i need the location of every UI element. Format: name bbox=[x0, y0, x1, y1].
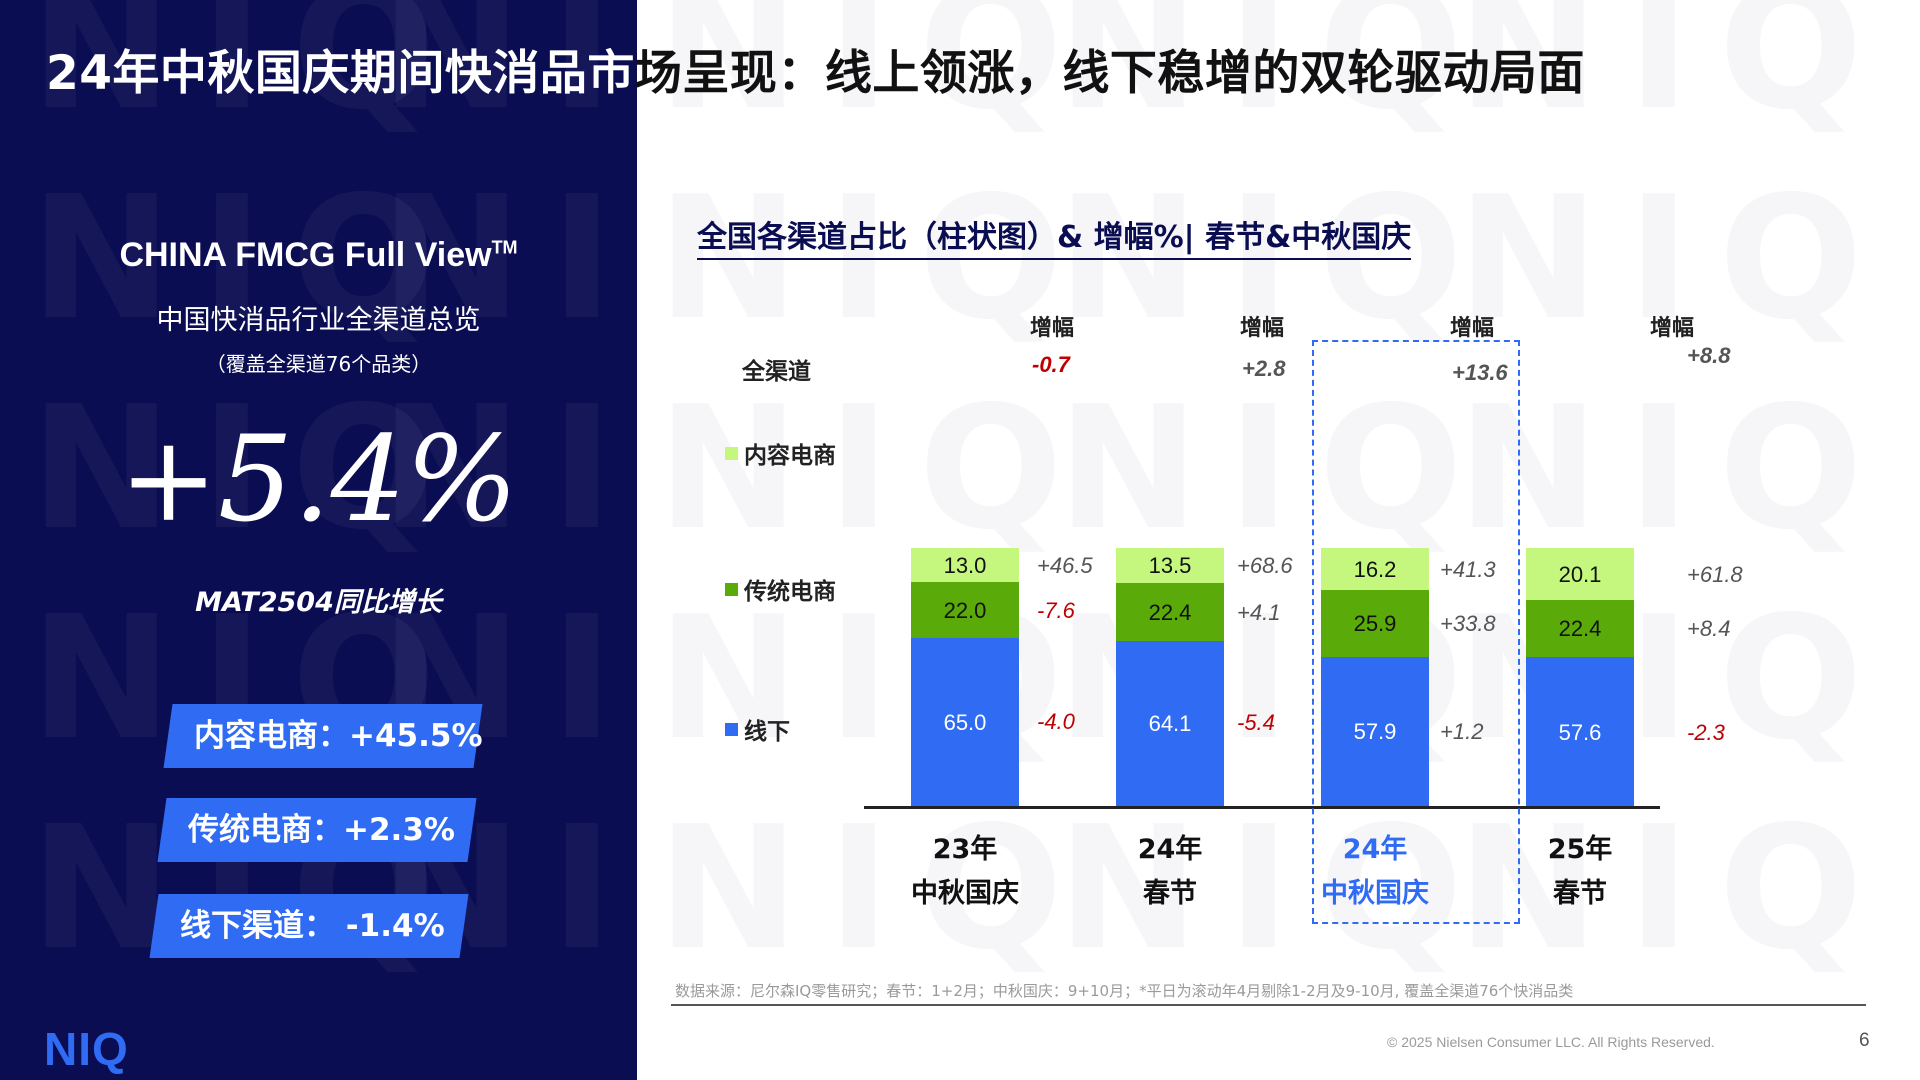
watermark-row: NIQ bbox=[30, 370, 464, 568]
category-period: 春节 bbox=[1553, 878, 1607, 909]
data-label: 25.9 bbox=[1353, 611, 1397, 637]
data-label: 22.4 bbox=[1148, 599, 1192, 625]
left-panel: NIQ NIQ NIQ NIQ NIQ NIQ NIQ NIQ NIQ NIQ … bbox=[0, 0, 637, 1080]
data-label: 65.0 bbox=[943, 710, 987, 736]
headline-growth-label: MAT2504同比增长 bbox=[195, 587, 442, 618]
full-view-note: （覆盖全渠道76个品类） bbox=[205, 352, 432, 376]
growth-label: +61.8 bbox=[1687, 561, 1743, 587]
bar-segment bbox=[911, 638, 1019, 806]
bar-segment bbox=[1116, 582, 1224, 641]
watermark-row: NIQ bbox=[380, 160, 637, 358]
legend-label: 线下 bbox=[744, 719, 790, 745]
bar-segment bbox=[1526, 657, 1634, 806]
legend-label: 内容电商 bbox=[744, 443, 836, 469]
trademark-mark: TM bbox=[491, 237, 518, 258]
headline-growth-value: +5.4% bbox=[119, 410, 518, 548]
total-growth-label: +8.8 bbox=[1687, 343, 1731, 368]
data-label: 22.0 bbox=[943, 597, 987, 623]
growth-header: 增幅 bbox=[1240, 316, 1285, 341]
data-label: 57.6 bbox=[1558, 719, 1602, 745]
bar-segment bbox=[1321, 656, 1429, 806]
slide-title: 24年中秋国庆期间快消品市场呈现：线上领涨，线下稳增的双轮驱动局面 bbox=[46, 34, 1585, 103]
page-number: 6 bbox=[1859, 1030, 1870, 1051]
chart-title: 全国各渠道占比（柱状图）& 增幅%| 春节&中秋国庆 bbox=[697, 212, 1412, 260]
niq-logo: NIQ bbox=[44, 1023, 129, 1075]
total-growth-label: +2.8 bbox=[1242, 356, 1286, 381]
data-label: 13.0 bbox=[943, 552, 987, 578]
channel-tag-content-ecommerce: 内容电商：+45.5% bbox=[163, 704, 483, 768]
watermark-row: NIQ bbox=[30, 0, 464, 148]
growth-label: -2.3 bbox=[1687, 719, 1725, 745]
bar-segment bbox=[911, 581, 1019, 639]
channel-tag-label: 线下渠道： -1.4% bbox=[180, 908, 445, 944]
legend-item: 传统电商 bbox=[725, 572, 836, 606]
growth-header: 增幅 bbox=[1650, 316, 1695, 341]
bar-segment bbox=[1526, 599, 1634, 658]
bar-segment bbox=[1321, 589, 1429, 657]
total-growth-label: -0.7 bbox=[1032, 352, 1070, 377]
category-label: 25年春节 bbox=[1490, 828, 1670, 916]
watermark-row: NIQ bbox=[380, 0, 637, 148]
chart-baseline bbox=[864, 806, 1660, 809]
category-year: 23年 bbox=[932, 834, 998, 865]
slide-title-part1: 24年中秋国庆期间快消品市 bbox=[46, 46, 635, 101]
growth-label: -7.6 bbox=[1037, 597, 1075, 623]
growth-label: +4.1 bbox=[1237, 599, 1281, 625]
copyright: © 2025 Nielsen Consumer LLC. All Rights … bbox=[1387, 1034, 1715, 1050]
category-period: 中秋国庆 bbox=[911, 878, 1019, 909]
growth-header: 增幅 bbox=[1030, 316, 1075, 341]
channel-tag-label: 内容电商：+45.5% bbox=[194, 718, 483, 754]
category-year: 24年 bbox=[1342, 834, 1408, 865]
category-label: 23年中秋国庆 bbox=[875, 828, 1055, 916]
data-label: 22.4 bbox=[1558, 616, 1602, 642]
growth-label: -4.0 bbox=[1037, 708, 1075, 734]
watermark-row: NIQ bbox=[380, 370, 637, 568]
growth-header: 增幅 bbox=[1450, 316, 1495, 341]
category-year: 25年 bbox=[1547, 834, 1613, 865]
channel-tag-label: 传统电商：+2.3% bbox=[188, 812, 455, 848]
legend-item: 内容电商 bbox=[725, 436, 836, 470]
category-period: 中秋国庆 bbox=[1321, 878, 1429, 909]
full-view-title: CHINA FMCG Full ViewTM bbox=[0, 236, 637, 275]
growth-label: +1.2 bbox=[1440, 719, 1484, 745]
data-label: 13.5 bbox=[1148, 553, 1192, 579]
data-label: 57.9 bbox=[1353, 719, 1397, 745]
growth-label: +46.5 bbox=[1037, 552, 1093, 578]
stacked-bar-chart: 全渠道内容电商传统电商线下 65.0 -4.0 22.0 -7.6 13.0 +46.5 -0… bbox=[637, 0, 1920, 1080]
growth-label: -5.4 bbox=[1237, 710, 1275, 736]
slide-title-part2: 场呈现：线上领涨，线下稳增的双轮驱动局面 bbox=[634, 46, 1585, 101]
growth-label: +8.4 bbox=[1687, 616, 1731, 642]
legend-swatch bbox=[725, 582, 738, 596]
full-view-title-text: CHINA FMCG Full View bbox=[119, 236, 492, 274]
legend-swatch bbox=[725, 722, 738, 736]
legend-swatch bbox=[725, 446, 738, 460]
total-growth-label: +13.6 bbox=[1452, 360, 1508, 385]
category-period: 春节 bbox=[1143, 878, 1197, 909]
growth-label: +68.6 bbox=[1237, 553, 1293, 579]
footer-divider bbox=[671, 1004, 1866, 1006]
growth-label: +33.8 bbox=[1440, 611, 1496, 637]
channel-tag-traditional-ecommerce: 传统电商：+2.3% bbox=[157, 798, 477, 862]
legend-item: 线下 bbox=[725, 712, 790, 746]
legend-total: 全渠道 bbox=[742, 359, 811, 385]
channel-tag-offline: 线下渠道： -1.4% bbox=[149, 894, 469, 958]
right-panel: NIQ NIQ NIQ NIQ NIQ NIQ NIQ NIQ NIQ NIQ … bbox=[637, 0, 1920, 1080]
bar-segment bbox=[1526, 547, 1634, 600]
full-view-subtitle: 中国快消品行业全渠道总览 bbox=[156, 305, 481, 336]
category-label: 24年中秋国庆 bbox=[1285, 828, 1465, 916]
data-source-note: 数据来源：尼尔森IQ零售研究；春节：1+2月；中秋国庆：9+10月；*平日为滚动… bbox=[675, 982, 1574, 1000]
bar-segment bbox=[1321, 548, 1429, 590]
highlight-box bbox=[1312, 340, 1520, 924]
growth-label: +41.3 bbox=[1440, 556, 1496, 582]
bar-segment bbox=[911, 548, 1019, 582]
data-label: 20.1 bbox=[1558, 561, 1602, 587]
watermark-row: NIQ bbox=[30, 160, 464, 358]
category-year: 24年 bbox=[1137, 834, 1203, 865]
data-label: 64.1 bbox=[1148, 711, 1192, 737]
bar-segment bbox=[1116, 548, 1224, 583]
legend-label: 传统电商 bbox=[744, 579, 836, 605]
data-label: 16.2 bbox=[1353, 556, 1397, 582]
category-label: 24年春节 bbox=[1080, 828, 1260, 916]
bar-segment bbox=[1116, 640, 1224, 806]
